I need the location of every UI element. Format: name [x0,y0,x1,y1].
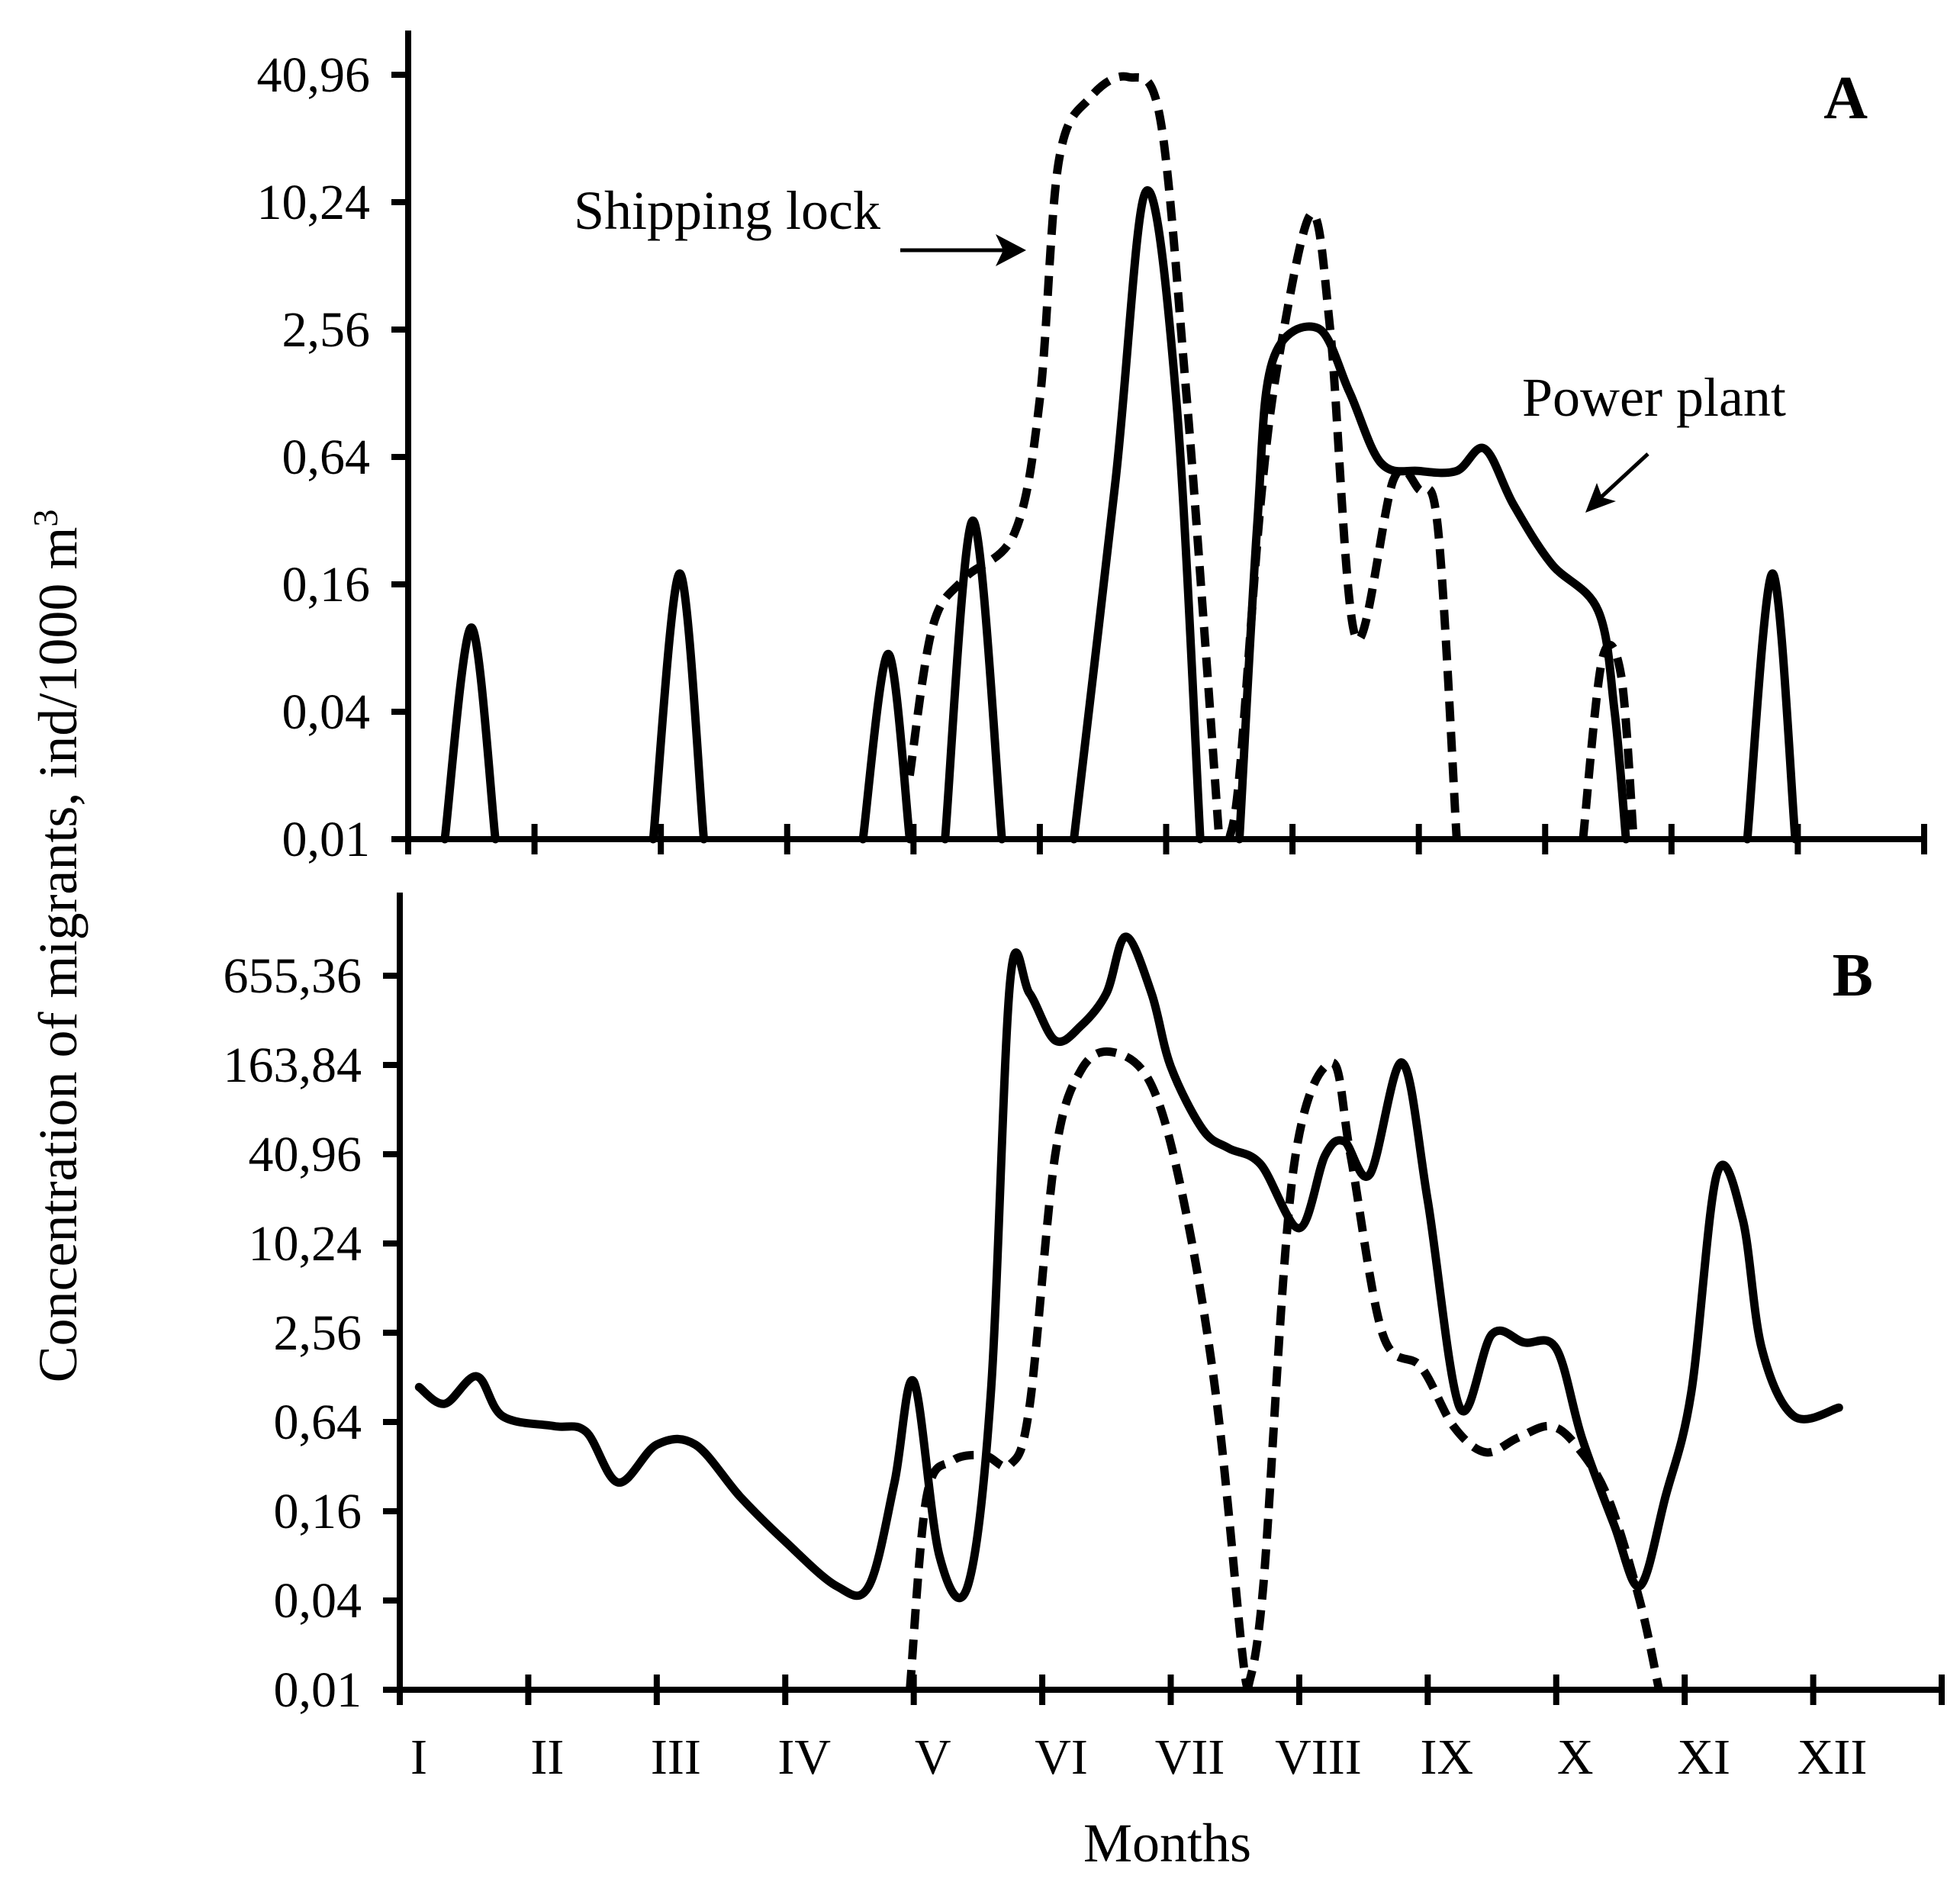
panel-b-shipping-lock-line [1244,1058,1663,1691]
panel-b-y-tick-label: 0,16 [274,1484,362,1539]
panel-a-power-plant-line [649,569,708,844]
month-label: VI [1035,1729,1088,1785]
x-axis-title: Months [1083,1813,1251,1874]
month-label: VIII [1275,1729,1362,1785]
month-label: XI [1677,1729,1730,1785]
y-axis-title-superscript: 3 [26,510,65,527]
power-plant-label: Power plant [1522,367,1786,428]
panel-a-shipping-lock-line [905,72,1224,840]
panel-a-series [440,72,1800,844]
panel-b-y-tick-label: 10,24 [249,1216,362,1272]
panel-a-y-tick-label: 0,64 [282,429,371,485]
month-label: II [530,1729,564,1785]
panel-a-power-plant-line [858,649,914,844]
panel-a-y-tick-label: 0,04 [282,684,371,740]
month-label: III [651,1729,701,1785]
power-plant-arrowhead [1585,483,1616,513]
panel-b-y-tick-label: 2,56 [274,1305,362,1361]
panel-a-shipping-lock-line [1579,640,1638,840]
panel-a-y-tick-label: 10,24 [257,175,371,230]
panel-b-y-tick-label: 0,64 [274,1395,362,1450]
panel-a-y-tick-label: 40,96 [257,47,371,103]
panel-b-y-ticks: 0,01 0,04 0,16 0,64 2,56 10,24 40,96 163,84 655,… [224,948,400,1718]
panel-b-letter: B [1833,942,1873,1009]
panel-b-y-tick-label: 40,96 [249,1127,362,1182]
panel-a-power-plant-line [1743,569,1800,844]
month-labels: I II III IV V VI VII VIII IX X XI XII [410,1729,1867,1785]
panel-a-y-ticks: 0,01 0,04 0,16 0,64 2,56 10,24 40,96 [257,47,408,867]
month-label: VII [1155,1729,1225,1785]
month-label: V [915,1729,951,1785]
month-label: IV [777,1729,831,1785]
shipping-lock-label: Shipping lock [574,180,880,241]
panel-a-power-plant-line [440,623,500,844]
panel-a-y-tick-label: 0,16 [282,557,371,613]
month-label: XII [1797,1729,1868,1785]
panel-a-y-tick-label: 0,01 [282,812,371,867]
panel-b-y-tick-label: 0,01 [274,1662,362,1718]
panel-a: 0,01 0,04 0,16 0,64 2,56 10,24 40,96 A Shippin… [257,31,1927,867]
shipping-lock-arrowhead [996,234,1026,266]
power-plant-arrow [1597,452,1649,501]
panel-b-series [414,932,1843,1691]
month-label: X [1557,1729,1594,1785]
panel-b-y-tick-label: 655,36 [224,948,362,1004]
panel-a-power-plant-line [941,516,1006,844]
month-label: I [410,1729,427,1785]
panel-b-shipping-lock-line [906,1047,1252,1691]
panel-b-y-tick-label: 163,84 [224,1038,362,1093]
month-label: IX [1421,1729,1474,1785]
panel-a-power-plant-line [1070,186,1205,844]
panel-a-shipping-lock-line [1225,209,1461,841]
panel-b-y-tick-label: 0,04 [274,1573,362,1629]
panel-a-letter: A [1823,65,1868,132]
y-axis-title: Concentration of migrants, ind/1000 m3 [26,510,89,1383]
panel-b-power-plant-line [414,932,1843,1603]
panel-b: 0,01 0,04 0,16 0,64 2,56 10,24 40,96 163,84 655,… [224,893,1945,1785]
panel-a-y-tick-label: 2,56 [282,302,371,358]
